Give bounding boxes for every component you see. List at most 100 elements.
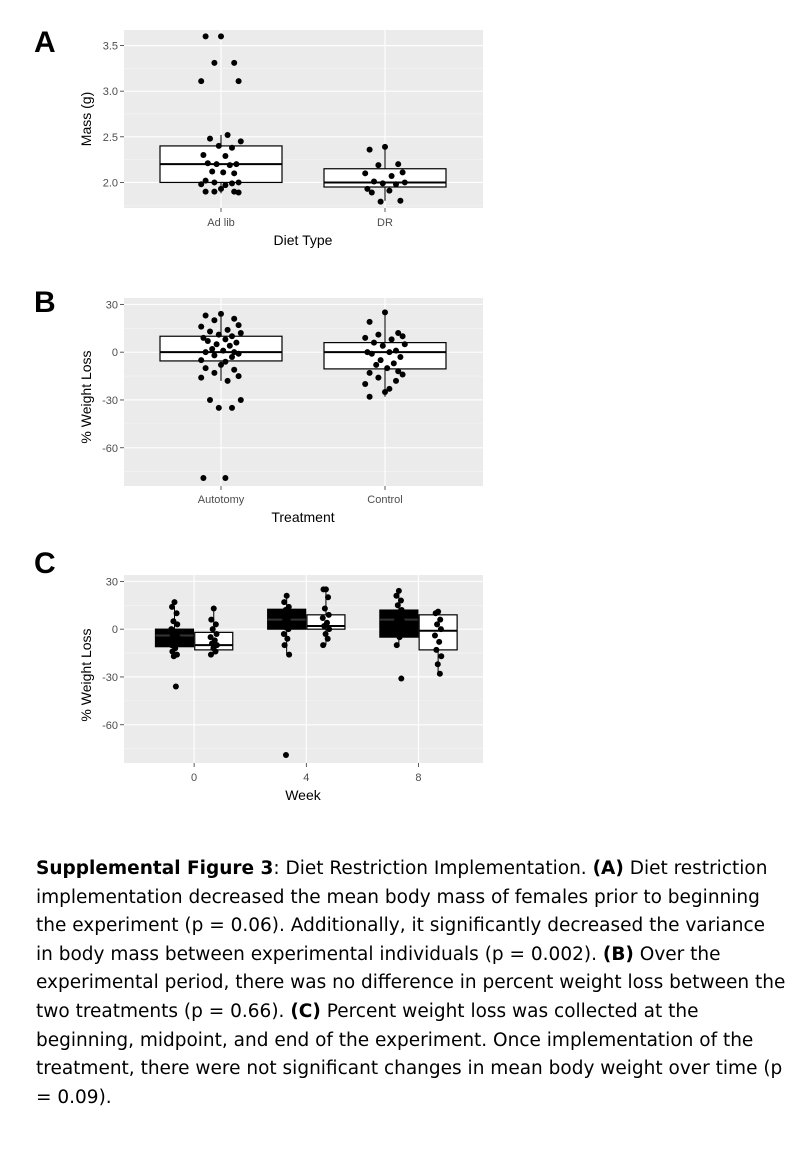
caption-a-text: Diet restriction implementation decrease… — [36, 858, 768, 965]
data-point — [207, 651, 214, 658]
data-point — [231, 170, 238, 177]
data-point — [222, 358, 229, 365]
y-tick-label: 3.5 — [103, 41, 118, 53]
data-point — [224, 326, 231, 333]
data-point — [396, 634, 403, 641]
panel-b-y-ticks: -60 -30 0 30 — [102, 299, 124, 455]
data-point — [200, 475, 207, 482]
data-point — [173, 640, 180, 647]
data-point — [395, 368, 402, 375]
data-point — [212, 621, 219, 628]
data-point — [379, 342, 386, 349]
data-point — [362, 334, 369, 341]
x-tick-label: Ad lib — [207, 217, 235, 229]
data-point — [281, 642, 288, 649]
data-point — [210, 605, 217, 612]
data-point — [202, 188, 209, 195]
panel-b-points — [198, 309, 408, 482]
data-point — [401, 341, 408, 348]
data-point — [401, 179, 408, 186]
y-tick-label: 30 — [106, 576, 118, 588]
data-point — [237, 138, 244, 145]
panel-a-boxes — [159, 134, 447, 201]
data-point — [324, 635, 331, 642]
panel-c: C -60 -30 0 30 0 4 8 Week % Weight Loss — [34, 547, 483, 803]
data-point — [438, 653, 445, 660]
data-point — [211, 59, 218, 66]
data-point — [433, 646, 440, 653]
data-point — [235, 322, 242, 329]
data-point — [207, 135, 213, 142]
data-point — [366, 318, 373, 325]
panel-a-points — [198, 33, 408, 205]
data-point — [393, 642, 400, 649]
data-point — [399, 333, 406, 340]
data-point — [226, 162, 233, 169]
data-point — [362, 170, 369, 177]
data-point — [282, 752, 289, 759]
data-point — [319, 615, 326, 622]
data-point — [326, 626, 333, 633]
data-point — [170, 653, 177, 660]
data-point — [321, 622, 328, 629]
panel-a-letter: A — [34, 26, 56, 59]
data-point — [395, 621, 402, 628]
data-point — [362, 381, 369, 388]
data-point — [393, 181, 399, 188]
data-point — [366, 393, 373, 400]
data-point — [209, 640, 215, 647]
data-point — [395, 330, 402, 337]
data-point — [229, 353, 235, 360]
data-point — [207, 634, 214, 641]
data-point — [285, 626, 292, 633]
data-point — [209, 168, 216, 175]
data-point — [218, 33, 224, 40]
data-point — [392, 610, 399, 617]
data-point — [286, 610, 293, 617]
data-point — [237, 330, 244, 337]
panel-b-grid — [124, 298, 483, 486]
caption-b-text: Over the experimental period, there was … — [36, 943, 786, 1022]
data-point — [281, 599, 288, 606]
data-point — [235, 350, 242, 357]
figure-caption: Supplemental Figure 3: Diet Restriction … — [36, 855, 786, 1112]
data-point — [215, 142, 222, 149]
data-point — [437, 626, 444, 633]
data-point — [395, 161, 402, 168]
panel-a-y-ticks: 2.0 2.5 3.0 3.5 — [103, 41, 124, 189]
data-point — [202, 33, 209, 40]
data-point — [371, 178, 377, 185]
y-tick-label: 0 — [112, 347, 118, 359]
data-point — [368, 189, 375, 196]
data-point — [382, 309, 388, 316]
data-point — [235, 78, 242, 85]
panel-c-x-ticks: 0 4 8 — [191, 763, 422, 784]
y-tick-label: 2.5 — [103, 132, 118, 144]
data-point — [202, 312, 209, 319]
data-point — [209, 345, 216, 352]
data-point — [393, 347, 399, 354]
y-tick-label: 3.0 — [103, 86, 118, 98]
data-point — [397, 597, 404, 604]
data-point — [388, 336, 395, 343]
data-point — [434, 661, 441, 668]
data-point — [366, 146, 373, 153]
data-point — [173, 610, 180, 617]
data-point — [325, 611, 332, 618]
panel-b-boxes — [159, 313, 447, 397]
data-point — [211, 369, 218, 376]
data-point — [211, 317, 218, 324]
data-point — [209, 626, 216, 633]
caption-label: Supplemental Figure 3 — [36, 858, 274, 879]
panel-b: B -60 -30 0 30 Autotomy Control Treatment %… — [34, 286, 483, 525]
data-point — [368, 350, 375, 357]
data-point — [224, 131, 231, 138]
data-point — [325, 594, 332, 601]
data-point — [231, 59, 238, 66]
data-point — [384, 365, 391, 372]
data-point — [394, 616, 401, 623]
data-point — [398, 607, 405, 614]
data-point — [377, 357, 384, 364]
data-point — [213, 630, 220, 637]
data-point — [436, 638, 443, 645]
